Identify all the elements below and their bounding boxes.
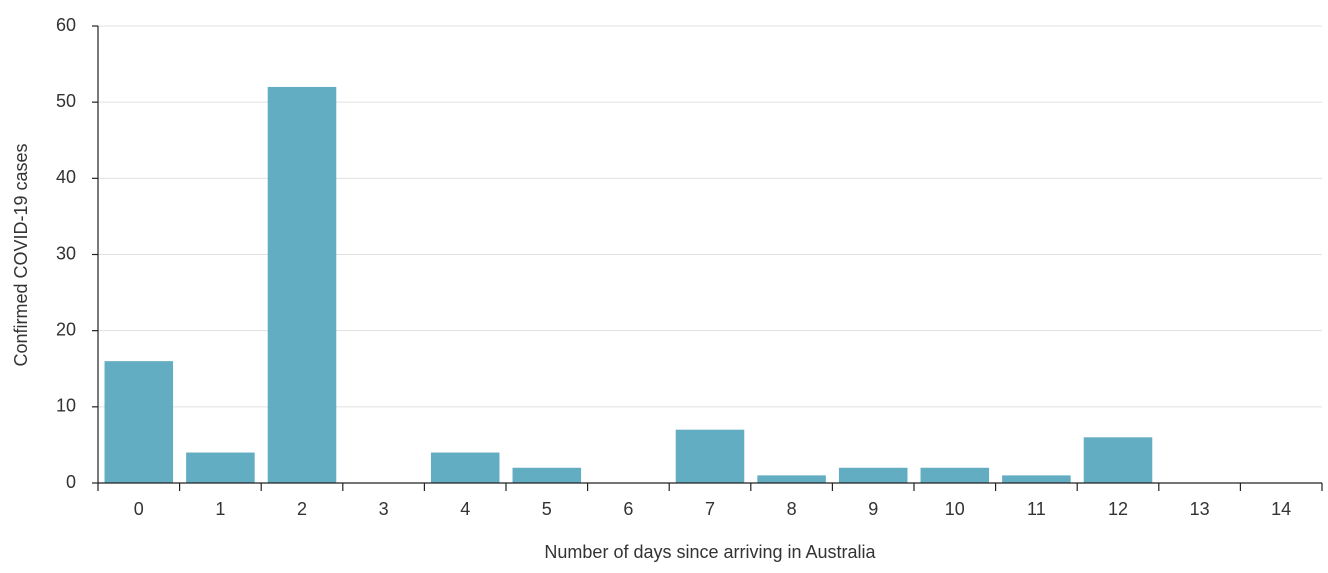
y-tick-label: 60 [56,15,76,35]
y-tick-label: 20 [56,319,76,339]
bar [430,452,500,483]
x-tick-label: 5 [542,499,552,519]
y-tick-label: 30 [56,243,76,263]
x-tick-label: 11 [1027,499,1046,519]
x-tick-label: 7 [705,499,715,519]
x-axis-title: Number of days since arriving in Austral… [544,542,876,562]
bar [512,467,582,483]
bar [1083,437,1153,483]
x-tick-label: 1 [215,499,225,519]
bar [267,86,337,483]
x-tick-label: 12 [1108,499,1128,519]
y-axis-title: Confirmed COVID-19 cases [11,143,31,366]
y-tick-label: 0 [66,472,76,492]
x-tick-label: 0 [134,499,144,519]
x-tick-label: 2 [297,499,307,519]
bar [186,452,255,483]
bar [838,467,908,483]
x-tick-label: 9 [868,499,878,519]
y-tick-label: 40 [56,167,76,187]
x-tick-label: 6 [623,499,633,519]
bar [104,361,174,483]
bar [1002,475,1071,483]
y-tick-label: 10 [56,396,76,416]
x-tick-label: 3 [379,499,389,519]
bar [920,467,990,483]
bar [757,475,826,483]
x-tick-label: 8 [787,499,797,519]
bar [675,429,745,483]
x-tick-label: 14 [1271,499,1291,519]
x-tick-label: 10 [945,499,965,519]
y-tick-label: 50 [56,91,76,111]
x-tick-label: 4 [460,499,470,519]
x-tick-label: 13 [1190,499,1210,519]
